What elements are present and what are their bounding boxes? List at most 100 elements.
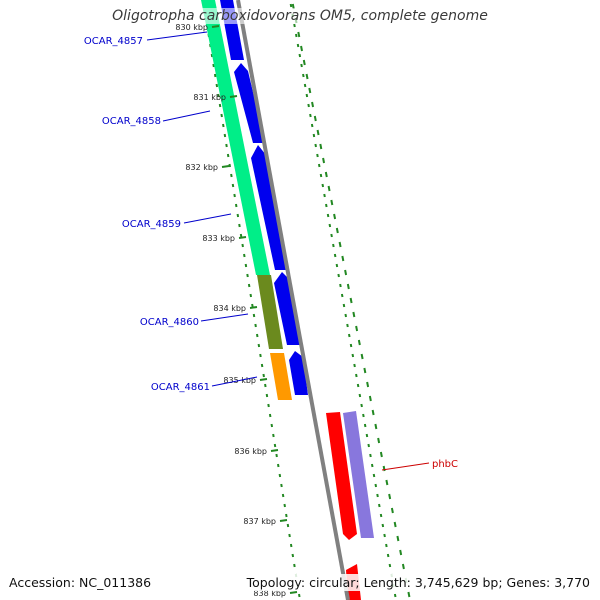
- track-guide-dot: [324, 171, 328, 178]
- track-guide-dot: [298, 53, 302, 58]
- track-guide-dot: [309, 113, 312, 118]
- track-guide-dot: [363, 423, 367, 428]
- track-guide-dot: [386, 553, 390, 558]
- track-guide-dot: [388, 563, 392, 568]
- track-guide-dot: [325, 203, 328, 208]
- gene-label-leader: [162, 110, 211, 122]
- cog-feature-green[interactable]: [201, 0, 270, 275]
- track-guide-dot: [363, 367, 367, 374]
- ruler-tick-mark: [289, 591, 298, 594]
- ruler-tick-label: 832 kbp: [185, 163, 218, 172]
- track-guide-dot: [365, 433, 369, 438]
- track-guide-dot: [378, 503, 381, 508]
- gene-label-leader: [200, 313, 249, 322]
- track-guide-dot: [360, 353, 364, 360]
- track-guide-dot: [369, 453, 372, 458]
- track-guide-dot: [401, 563, 405, 570]
- track-guide-dot: [366, 381, 370, 388]
- track-guide-dot: [362, 413, 365, 418]
- track-guide-dot: [328, 223, 332, 228]
- gene-label[interactable]: OCAR_4858: [102, 116, 161, 127]
- ruler-tick-label: 837 kbp: [243, 517, 276, 526]
- track-guide-dot: [302, 59, 306, 66]
- ruler-tick-mark: [259, 378, 268, 381]
- genome-summary-text: Topology: circular; Length: 3,745,629 bp…: [246, 574, 590, 591]
- track-guide-dot: [393, 593, 397, 598]
- track-guide-dot: [293, 23, 296, 28]
- ruler-tick-mark: [279, 519, 288, 522]
- cog-feature-olive[interactable]: [257, 275, 283, 349]
- track-guide-dot: [312, 133, 316, 138]
- track-guide-dot: [326, 213, 330, 218]
- track-guide-dot: [322, 157, 326, 164]
- ruler-tick-label: 831 kbp: [193, 93, 226, 102]
- track-guide-dot: [305, 73, 309, 80]
- track-guide-dot: [316, 153, 319, 158]
- gene-label-leader: [183, 213, 232, 224]
- track-guide-dot: [341, 255, 345, 262]
- ruler-tick-mark: [221, 165, 230, 168]
- track-guide-dot: [367, 443, 370, 448]
- genome-backbone: [236, 0, 350, 600]
- map-title: Oligotropha carboxidovorans OM5, complet…: [0, 8, 600, 24]
- track-guide-dot: [393, 521, 397, 528]
- track-guide-dot: [351, 353, 355, 358]
- track-guide-dot: [339, 283, 342, 288]
- track-guide-dot: [342, 303, 346, 308]
- cog-feature-orange[interactable]: [270, 353, 292, 400]
- track-guide-dot: [353, 363, 356, 368]
- ruler-tick-label: 838 kbp: [253, 589, 286, 598]
- ruler-tick-label: 833 kbp: [202, 234, 235, 243]
- gene-label-leader: [381, 462, 430, 471]
- track-guide-dot: [358, 393, 362, 398]
- track-guide-dot: [370, 463, 374, 468]
- track-guide-dot: [335, 227, 339, 234]
- gene-label-leader: [211, 376, 258, 387]
- cds-feature-4860[interactable]: [274, 272, 300, 345]
- ruler-tick-label: 830 kbp: [175, 23, 208, 32]
- track-guide-dot: [335, 263, 339, 268]
- gene-label-leader: [146, 31, 208, 41]
- ruler-tick-mark: [211, 25, 220, 28]
- track-guide-dot: [379, 451, 383, 458]
- ruler-tick-mark: [229, 95, 238, 98]
- track-guide-dot: [407, 591, 411, 598]
- track-guide-dot: [356, 383, 360, 388]
- track-guide-dot: [344, 313, 347, 318]
- track-guide-dot: [381, 523, 385, 528]
- gene-label[interactable]: OCAR_4859: [122, 219, 181, 230]
- track-guide-dot: [305, 93, 309, 98]
- track-guide-dot: [319, 173, 323, 178]
- ruler-tick-mark: [238, 236, 247, 239]
- phbc-feature-secondary[interactable]: [343, 411, 374, 538]
- gene-label[interactable]: OCAR_4861: [151, 382, 210, 393]
- track-guide-dot: [346, 283, 350, 290]
- cds-feature-4858[interactable]: [234, 63, 265, 143]
- track-guide-dot: [385, 543, 388, 548]
- gene-label[interactable]: OCAR_4860: [140, 317, 199, 328]
- track-guide-dot: [385, 479, 389, 486]
- track-guide-dot: [371, 409, 375, 416]
- track-guide-dot: [379, 513, 383, 518]
- feature-tracks: [201, 0, 374, 600]
- track-guide-dot: [330, 233, 333, 238]
- track-guide-dot: [337, 273, 340, 278]
- track-guide-dot: [388, 493, 392, 500]
- cds-feature-4859[interactable]: [251, 145, 288, 270]
- track-guide-dot: [396, 535, 400, 542]
- track-guide-dot: [295, 33, 298, 38]
- track-guide-dot: [296, 43, 300, 48]
- track-guide-dot: [327, 185, 331, 192]
- gene-label[interactable]: OCAR_4857: [84, 36, 143, 47]
- track-guide-dot: [374, 423, 378, 430]
- track-guide-dot: [333, 253, 337, 258]
- phbc-feature[interactable]: [326, 412, 357, 540]
- track-guide-dot: [383, 533, 386, 538]
- track-guide-dot: [344, 269, 348, 276]
- track-guide-dot: [399, 549, 403, 556]
- track-guide-dot: [338, 241, 342, 248]
- track-guide-dot: [372, 473, 376, 478]
- track-guide-dot: [300, 45, 304, 52]
- track-guide-dot: [289, 3, 293, 8]
- gene-label[interactable]: phbC: [432, 459, 458, 470]
